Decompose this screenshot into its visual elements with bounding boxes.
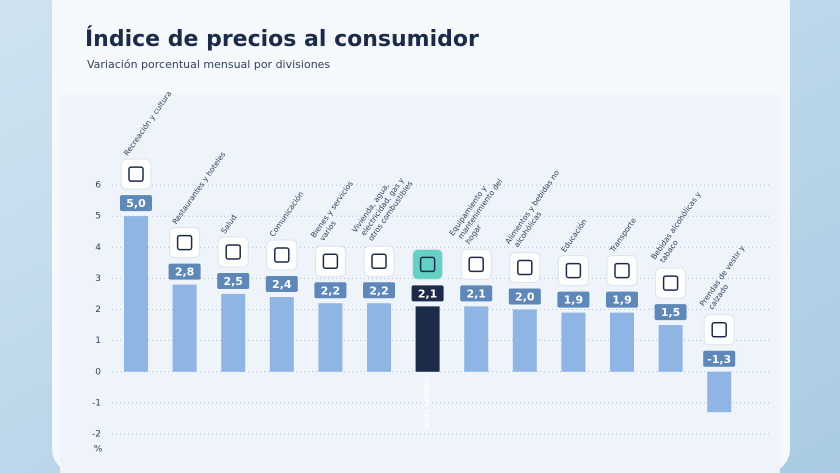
- y-tick-label: 5: [95, 212, 101, 222]
- category-icon: [266, 239, 298, 271]
- y-tick-label: 0: [95, 367, 101, 377]
- bar: [124, 216, 148, 372]
- value-label-box: [363, 282, 395, 299]
- value-label: 1,5: [661, 306, 681, 319]
- y-tick-label: -2: [92, 430, 101, 440]
- bar: [561, 312, 586, 372]
- value-label: 1,9: [564, 294, 584, 307]
- chart-subtitle: Variación porcentual mensual por divisio…: [87, 58, 330, 71]
- category-icon-glyph: [711, 322, 727, 338]
- bar: [318, 303, 343, 372]
- category-icon-glyph: [274, 247, 290, 263]
- value-label-box: [606, 291, 638, 308]
- bar: [172, 284, 197, 372]
- category-icon: [363, 245, 395, 277]
- y-tick-label: 3: [95, 274, 101, 284]
- bar: [658, 325, 683, 372]
- category-icon-glyph: [419, 256, 436, 273]
- category-icon-glyph: [614, 262, 630, 279]
- value-label-box: [120, 195, 152, 212]
- bar: [367, 303, 391, 372]
- category-icon-glyph: [322, 253, 339, 270]
- value-label-box: [654, 304, 687, 321]
- category-icon-glyph: [468, 256, 484, 273]
- category-icon-glyph: [225, 244, 241, 260]
- category-icon-glyph: [176, 234, 193, 251]
- value-label-box: [557, 291, 590, 308]
- category-label: NIVEL GENERAL: [424, 375, 431, 428]
- bar: [464, 306, 489, 372]
- category-icon: [412, 248, 444, 280]
- value-label-box: [460, 285, 493, 302]
- value-label-box: [508, 288, 541, 305]
- category-icon: [217, 236, 249, 268]
- y-tick-label: 2: [95, 305, 101, 315]
- category-icon-glyph: [128, 166, 144, 182]
- y-tick-label: 6: [95, 181, 101, 191]
- category-icon-glyph: [517, 259, 533, 276]
- value-label: 2,1: [418, 287, 438, 300]
- value-label: 1,9: [612, 294, 632, 307]
- value-label-box: [265, 276, 298, 293]
- category-icon: [169, 227, 201, 259]
- category-icon: [703, 314, 735, 346]
- y-tick-label: 1: [95, 336, 101, 346]
- bar: [512, 309, 537, 372]
- value-label: 2,2: [321, 284, 341, 297]
- bar: [415, 306, 440, 372]
- category-icon: [120, 158, 152, 190]
- y-axis-unit: %: [94, 445, 103, 455]
- value-label-box: [703, 350, 736, 367]
- value-label: 2,1: [466, 287, 486, 300]
- bar: [610, 312, 634, 372]
- bar: [269, 297, 294, 372]
- category-icon: [606, 255, 638, 287]
- category-icon-glyph: [662, 275, 679, 291]
- category-icon-glyph: [371, 253, 387, 270]
- category-icon: [509, 252, 541, 283]
- chart-title: Índice de precios al consumidor: [85, 26, 479, 52]
- y-tick-label: 4: [95, 243, 101, 253]
- category-icon: [655, 267, 687, 299]
- value-label: 2,5: [223, 275, 243, 288]
- category-icon: [557, 255, 589, 287]
- y-tick-label: -1: [92, 398, 101, 408]
- value-label: 2,0: [515, 291, 535, 304]
- value-label: -1,3: [707, 353, 731, 366]
- bar: [221, 293, 246, 372]
- category-icon-glyph: [565, 262, 582, 279]
- value-label: 2,8: [175, 266, 195, 279]
- value-label: 2,4: [272, 278, 292, 291]
- value-label-box: [217, 272, 250, 289]
- bar: [707, 371, 732, 413]
- category-icon: [460, 248, 492, 280]
- value-label-box: [411, 285, 444, 302]
- value-label-box: [314, 282, 347, 299]
- category-icon: [314, 245, 346, 277]
- value-label: 2,2: [369, 284, 389, 297]
- value-label: 5,0: [126, 197, 146, 210]
- value-label-box: [168, 263, 201, 280]
